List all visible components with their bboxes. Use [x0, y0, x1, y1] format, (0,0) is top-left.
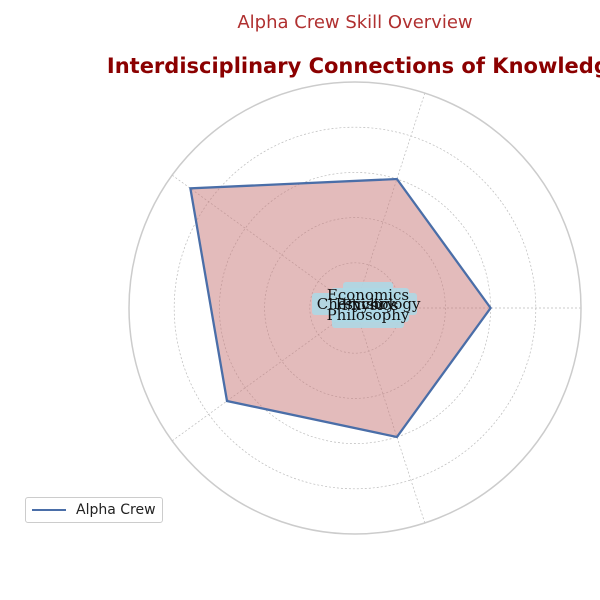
chart-title: Interdisciplinary Connections of Knowled… [107, 54, 600, 78]
legend: Alpha Crew [25, 497, 163, 523]
axis-label-philosophy: Philosophy [327, 306, 410, 324]
radar-axis-labels: PhysicsEconomicsPsychologyChemistryPhilo… [312, 282, 421, 328]
axis-label-physics: Physics [342, 296, 399, 314]
legend-line-swatch [32, 509, 66, 511]
outer-circle [128, 81, 582, 535]
axis-label-chemistry: Chemistry [317, 295, 396, 313]
axis-label-box [332, 302, 404, 328]
axis-label-economics: Economics [327, 286, 409, 304]
legend-label: Alpha Crew [76, 502, 156, 518]
chart-suptitle: Alpha Crew Skill Overview [237, 12, 472, 33]
axis-label-psychology: Psychology [336, 295, 421, 313]
